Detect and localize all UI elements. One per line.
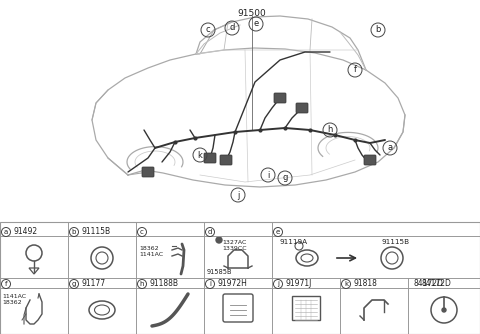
Text: 91188B: 91188B	[149, 280, 178, 289]
Text: 91971J: 91971J	[285, 280, 312, 289]
Bar	[0, 222, 480, 334]
FancyBboxPatch shape	[364, 155, 376, 165]
Text: 1141AC: 1141AC	[139, 252, 163, 257]
Text: c: c	[140, 229, 144, 235]
Text: k: k	[344, 281, 348, 287]
Text: e: e	[276, 229, 280, 235]
Text: j: j	[277, 281, 279, 287]
Text: 1339CC: 1339CC	[222, 245, 247, 250]
Text: 91115B: 91115B	[81, 227, 110, 236]
FancyBboxPatch shape	[142, 167, 154, 177]
Bar	[292, 296, 320, 320]
Text: h: h	[327, 126, 333, 135]
Text: d: d	[208, 229, 212, 235]
Text: 91492: 91492	[13, 227, 37, 236]
Text: a: a	[387, 144, 393, 153]
Text: 91119A: 91119A	[280, 239, 308, 245]
Text: f: f	[353, 65, 357, 74]
Text: i: i	[209, 281, 211, 287]
Circle shape	[216, 237, 222, 243]
Text: 91115B: 91115B	[382, 239, 410, 245]
Text: 1327AC: 1327AC	[222, 239, 246, 244]
Text: 18362: 18362	[2, 300, 22, 305]
Text: f: f	[5, 281, 7, 287]
Text: g: g	[282, 173, 288, 182]
Text: i: i	[267, 170, 269, 179]
Text: j: j	[237, 190, 239, 199]
Text: g: g	[72, 281, 76, 287]
Text: a: a	[4, 229, 8, 235]
FancyBboxPatch shape	[204, 153, 216, 163]
Text: 1141AC: 1141AC	[2, 294, 26, 299]
Text: d: d	[229, 23, 235, 32]
FancyBboxPatch shape	[296, 103, 308, 113]
Text: 91500: 91500	[238, 8, 266, 17]
Text: b: b	[375, 25, 381, 34]
Text: c: c	[206, 25, 210, 34]
FancyBboxPatch shape	[274, 93, 286, 103]
Text: 84172D: 84172D	[421, 280, 451, 289]
FancyBboxPatch shape	[220, 155, 232, 165]
Text: 91818: 91818	[353, 280, 377, 289]
Text: 91177: 91177	[81, 280, 105, 289]
Text: 91585B: 91585B	[207, 269, 232, 275]
Circle shape	[442, 308, 446, 312]
Text: k: k	[198, 151, 203, 160]
Text: h: h	[140, 281, 144, 287]
Text: 84172D: 84172D	[414, 280, 444, 289]
Text: 18362: 18362	[139, 245, 158, 250]
Text: e: e	[253, 19, 259, 28]
Text: b: b	[72, 229, 76, 235]
Text: 91972H: 91972H	[217, 280, 247, 289]
